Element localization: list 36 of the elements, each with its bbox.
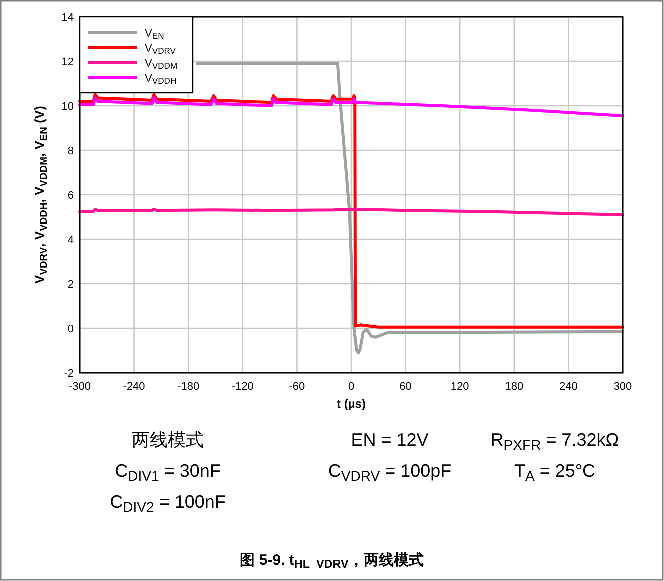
x-axis-title: t (µs) bbox=[337, 397, 366, 411]
x-tick-label: 300 bbox=[614, 381, 632, 393]
text: EN = 12V bbox=[351, 430, 429, 450]
x-tick-label: 180 bbox=[505, 381, 524, 393]
x-tick-label: -120 bbox=[232, 381, 254, 393]
x-tick-label: 240 bbox=[560, 381, 578, 393]
y-tick-label: 12 bbox=[62, 56, 74, 68]
x-tick-label: -180 bbox=[178, 381, 200, 393]
text: C$_{DIV2}$ = 100nF bbox=[110, 492, 226, 514]
caption: 图 5-9. t$_{HL_VDRV}$，两线模式 bbox=[240, 552, 424, 571]
legend-label: V$_{VDDH}$ bbox=[145, 73, 177, 86]
y-tick-label: 10 bbox=[62, 101, 74, 113]
legend-label: V$_{VDDM}$ bbox=[145, 58, 178, 72]
text: R$_{PXFR}$ = 7.32kΩ bbox=[490, 430, 620, 452]
x-tick-label: -300 bbox=[68, 381, 92, 393]
line-series bbox=[196, 62, 624, 354]
y-tick-label: 6 bbox=[68, 190, 74, 202]
text: C$_{DIV1}$ = 30nF bbox=[115, 461, 221, 484]
y-tick-label: 14 bbox=[62, 12, 74, 24]
line-series bbox=[78, 96, 624, 118]
text: T$_{A}$ = 25°C bbox=[514, 461, 596, 484]
line-series bbox=[78, 93, 624, 329]
legend-label: V$_{EN}$ bbox=[145, 28, 164, 42]
x-tick-label: 0 bbox=[348, 381, 355, 393]
x-tick-label: 60 bbox=[400, 381, 412, 393]
x-tick-label: -60 bbox=[289, 381, 306, 393]
y-tick-label: 2 bbox=[68, 279, 74, 291]
x-tick-label: -240 bbox=[123, 381, 146, 393]
y-tick-label: -2 bbox=[64, 368, 74, 380]
y-tick-label: 4 bbox=[68, 234, 74, 246]
x-tick-label: 120 bbox=[450, 381, 470, 393]
y-tick-label: 8 bbox=[68, 146, 74, 158]
y-tick-label: 0 bbox=[68, 324, 74, 336]
legend-label: V$_{VDRV}$ bbox=[145, 43, 176, 56]
text: C$_{VDRV}$ = 100pF bbox=[328, 461, 452, 484]
text: 两线模式 bbox=[132, 430, 204, 450]
